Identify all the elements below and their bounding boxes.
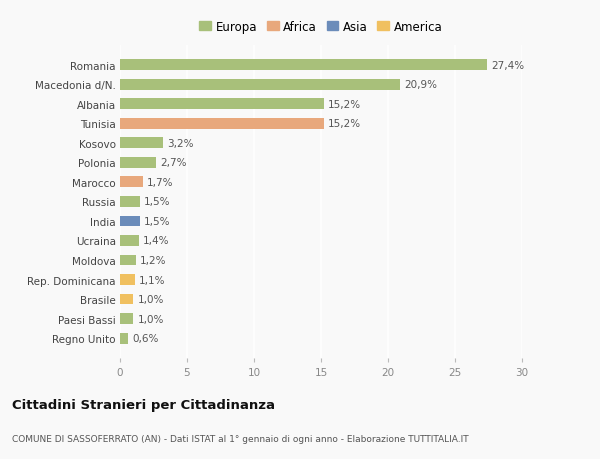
Text: 27,4%: 27,4% (491, 61, 524, 70)
Text: 1,0%: 1,0% (137, 295, 164, 304)
Text: 1,7%: 1,7% (147, 178, 173, 187)
Bar (120, 255, 136, 266)
Bar (120, 216, 140, 227)
Text: 15,2%: 15,2% (328, 119, 361, 129)
Bar (120, 333, 128, 344)
Bar (120, 177, 143, 188)
Text: 15,2%: 15,2% (328, 100, 361, 109)
Bar (120, 138, 163, 149)
Text: 1,5%: 1,5% (144, 197, 170, 207)
Text: 20,9%: 20,9% (404, 80, 437, 90)
Text: 1,1%: 1,1% (139, 275, 165, 285)
Bar (120, 294, 133, 305)
Text: 3,2%: 3,2% (167, 139, 193, 148)
Bar (120, 313, 133, 325)
Text: COMUNE DI SASSOFERRATO (AN) - Dati ISTAT al 1° gennaio di ogni anno - Elaborazio: COMUNE DI SASSOFERRATO (AN) - Dati ISTAT… (12, 434, 469, 442)
Text: 1,4%: 1,4% (143, 236, 169, 246)
Text: 1,5%: 1,5% (144, 217, 170, 226)
Bar (120, 60, 487, 71)
Text: Cittadini Stranieri per Cittadinanza: Cittadini Stranieri per Cittadinanza (12, 398, 275, 412)
Bar (120, 196, 140, 207)
Bar (120, 274, 135, 285)
Bar (120, 79, 400, 90)
Bar (120, 157, 156, 168)
Legend: Europa, Africa, Asia, America: Europa, Africa, Asia, America (199, 21, 443, 34)
Text: 1,0%: 1,0% (137, 314, 164, 324)
Text: 1,2%: 1,2% (140, 256, 167, 265)
Bar (120, 99, 323, 110)
Bar (120, 235, 139, 246)
Bar (120, 118, 323, 129)
Text: 2,7%: 2,7% (160, 158, 187, 168)
Text: 0,6%: 0,6% (132, 334, 158, 343)
